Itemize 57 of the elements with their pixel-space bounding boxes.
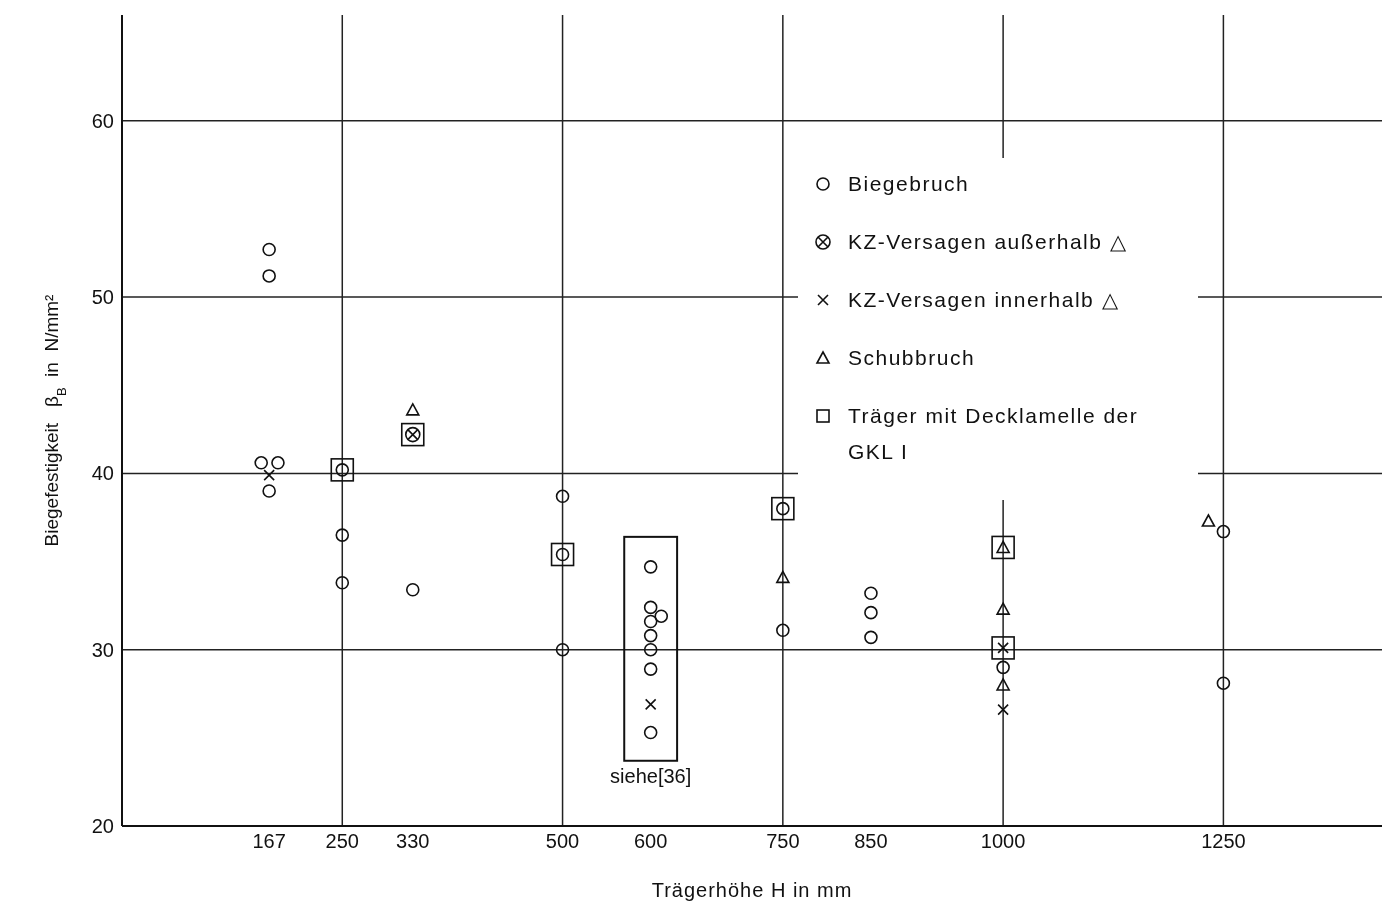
y-tick-label: 50 [91, 286, 114, 309]
y-tick-label: 60 [91, 109, 114, 132]
point [644, 698, 657, 711]
point [550, 542, 575, 567]
x-tick-label: 1250 [1201, 830, 1246, 853]
point [555, 642, 570, 657]
point [643, 642, 658, 657]
annotation: siehe[36] [610, 764, 692, 787]
point [776, 570, 790, 584]
point [643, 662, 658, 676]
y-tick-label: 40 [91, 462, 114, 485]
x-tick-label: 167 [252, 830, 286, 853]
point [254, 456, 269, 470]
x-tick-label: 600 [633, 830, 668, 853]
point [643, 600, 658, 615]
point [643, 725, 658, 740]
point [335, 528, 350, 542]
point [864, 605, 878, 620]
point [262, 242, 276, 257]
legend-label: KZ-Versagen innerhalb △ [848, 287, 1120, 313]
point [643, 628, 658, 643]
point [1201, 514, 1216, 527]
legend-label: KZ-Versagen außerhalb △ [848, 229, 1128, 255]
point [654, 609, 669, 623]
point [643, 560, 658, 574]
point [776, 623, 790, 638]
point [263, 469, 275, 481]
point [864, 586, 878, 601]
point [262, 269, 276, 283]
x-tick-label: 330 [396, 830, 430, 853]
legend-label: Schubbruch [848, 345, 976, 371]
point [643, 614, 658, 629]
point [996, 602, 1010, 615]
point [405, 403, 420, 416]
x-tick-label: 750 [766, 830, 800, 853]
point [271, 456, 285, 470]
legend-label: Biegebruch [848, 171, 970, 197]
point [996, 660, 1010, 675]
point [405, 582, 420, 597]
point [555, 489, 570, 504]
y-tick-label: 30 [91, 638, 114, 661]
y-tick-label: 20 [91, 815, 114, 838]
point [1216, 524, 1231, 539]
point [262, 484, 276, 498]
x-tick-label: 250 [325, 830, 359, 853]
legend-label: Träger mit Decklamelle der GKL I [848, 403, 1140, 465]
point [335, 575, 350, 590]
point [864, 630, 878, 645]
x-tick-label: 1000 [980, 830, 1026, 853]
point [771, 496, 795, 521]
point [1216, 676, 1231, 690]
x-tick-label: 850 [854, 830, 888, 853]
point [997, 703, 1009, 716]
x-tick-label: 500 [545, 830, 580, 853]
point [330, 458, 355, 482]
x-axis-title: Trägerhöhe H in mm [651, 879, 853, 901]
point [996, 678, 1010, 691]
